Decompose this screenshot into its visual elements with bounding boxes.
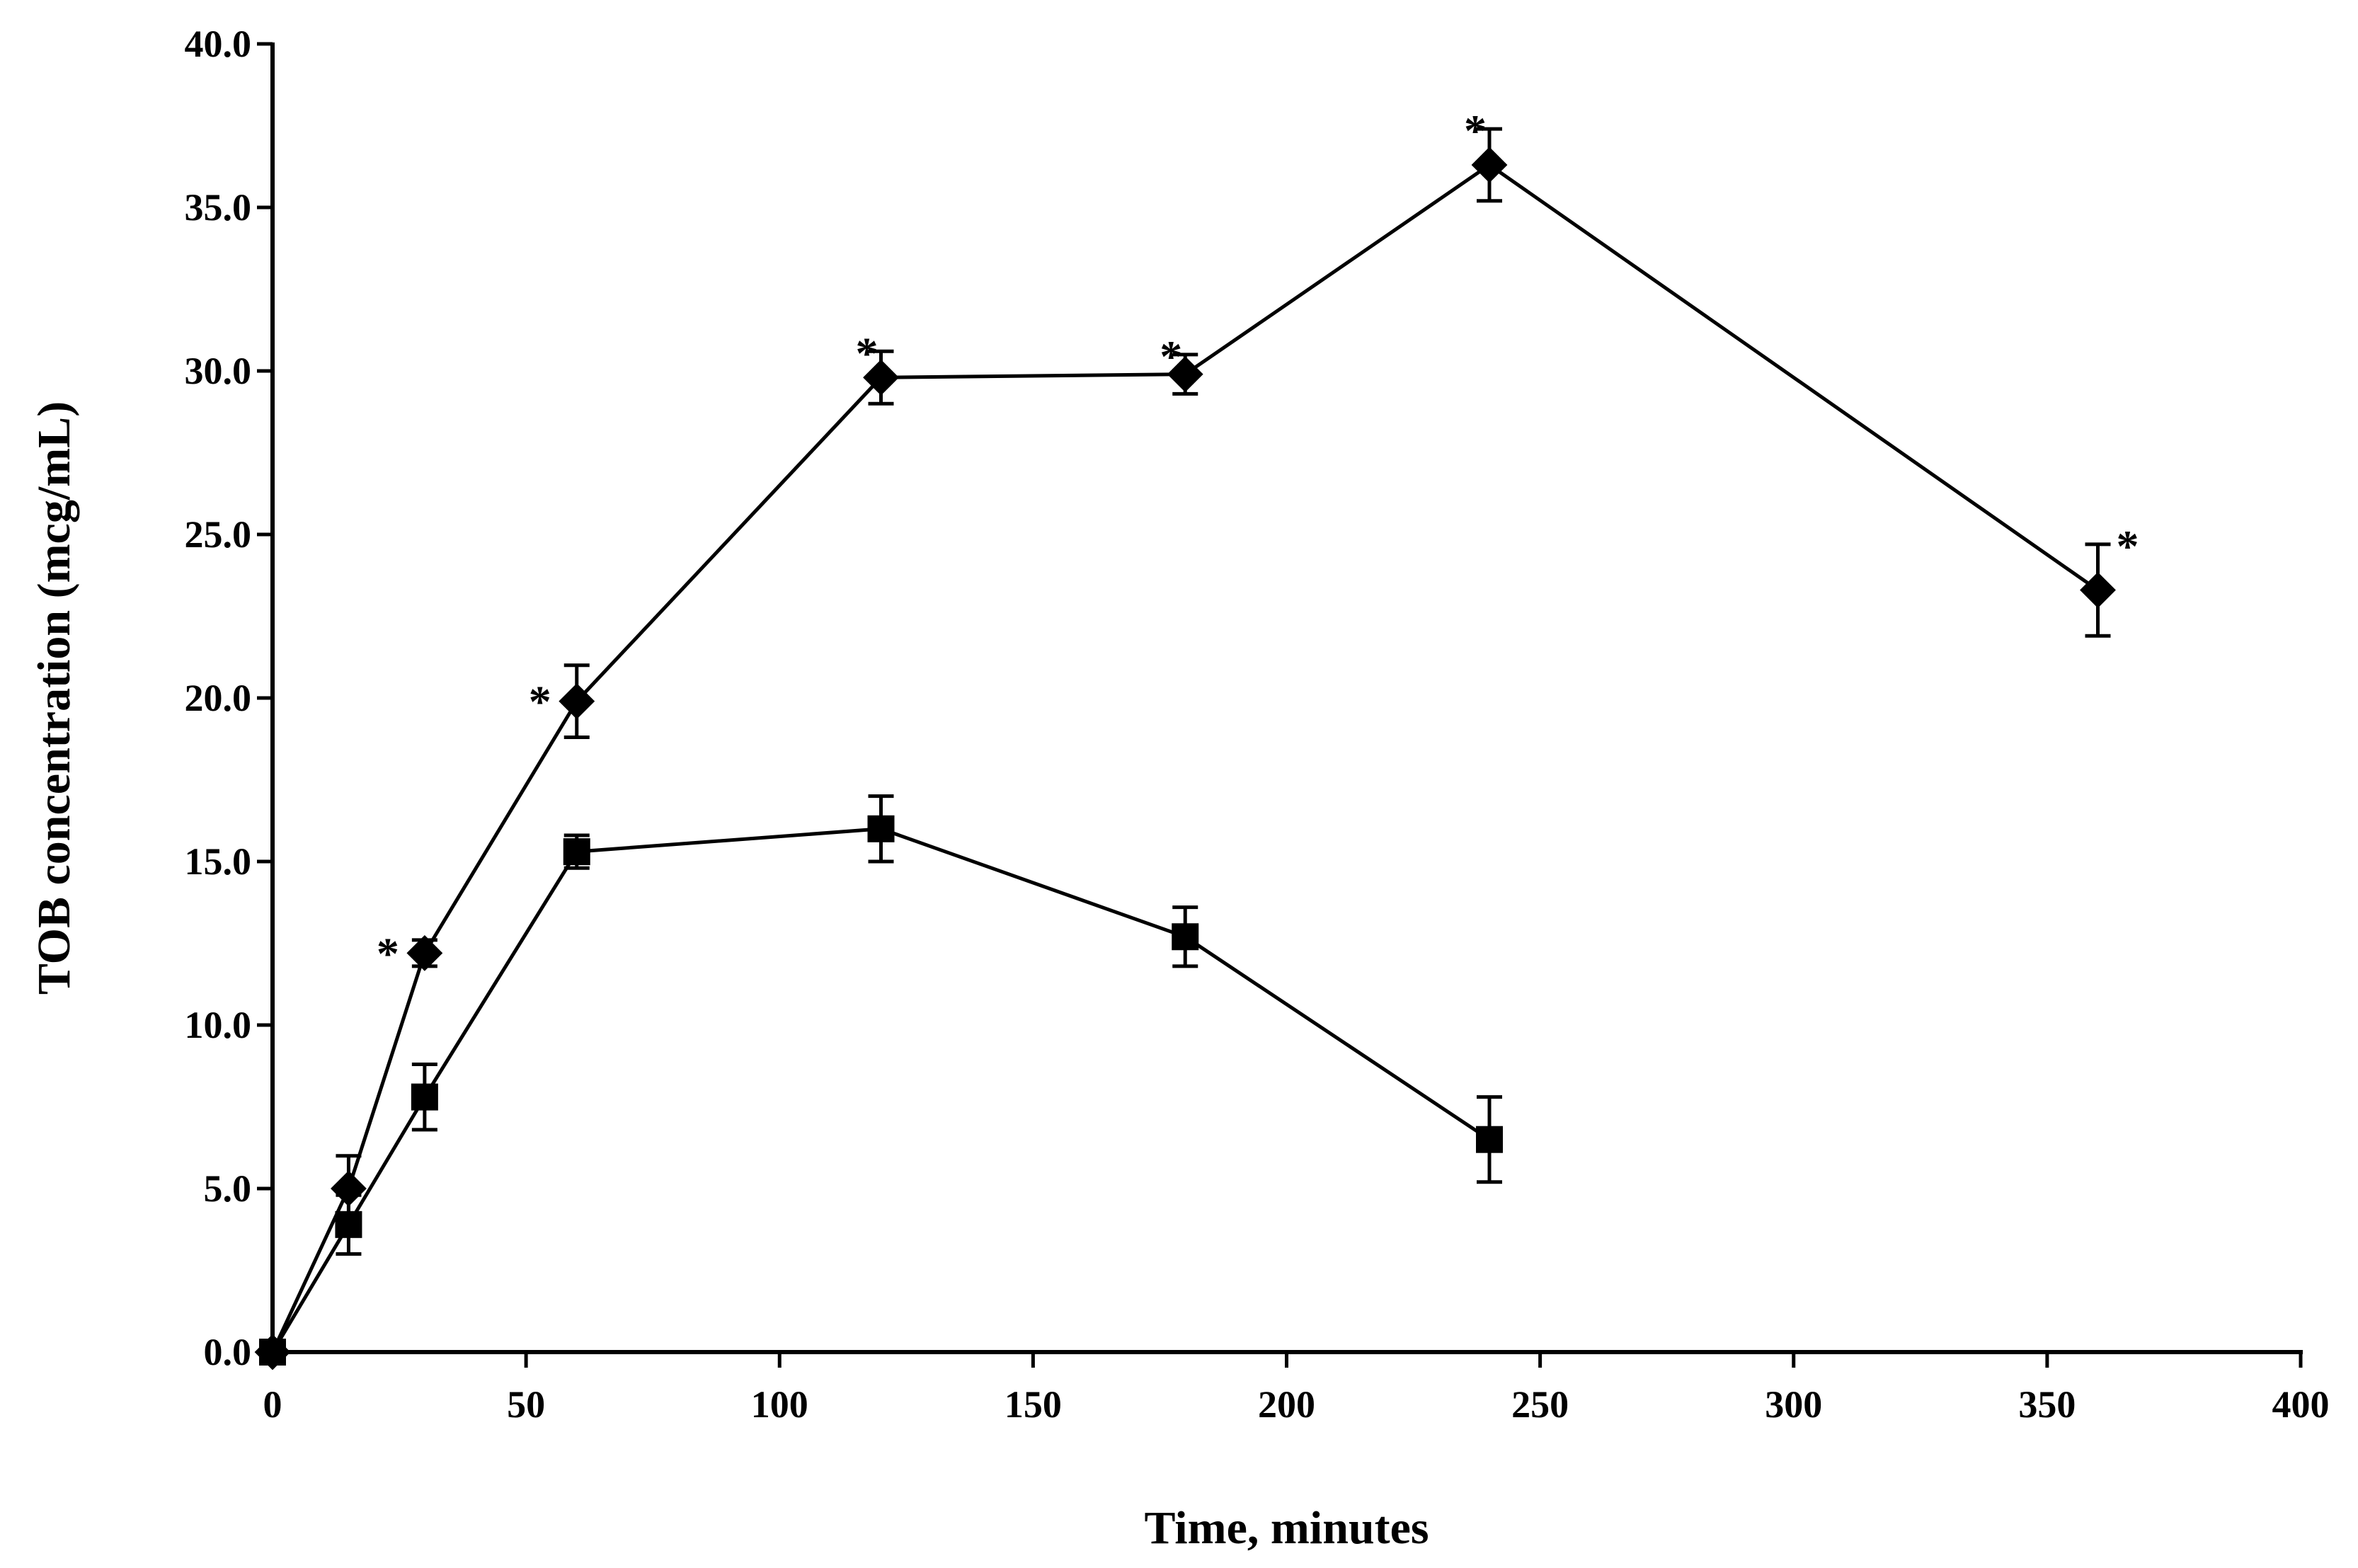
data-point-diamond bbox=[1167, 356, 1203, 393]
data-point-diamond bbox=[406, 934, 443, 971]
series-line bbox=[270, 163, 2099, 1354]
data-point-diamond bbox=[1471, 147, 1508, 183]
x-tick-label: 100 bbox=[751, 1383, 808, 1426]
x-axis-title: Time, minutes bbox=[1144, 1502, 1429, 1554]
x-tick-label: 250 bbox=[1511, 1383, 1569, 1426]
x-tick-label: 400 bbox=[2272, 1383, 2330, 1426]
y-tick-label: 30.0 bbox=[185, 350, 252, 392]
data-point-square bbox=[411, 1083, 438, 1111]
y-axis-title: TOB concentration (mcg/mL) bbox=[28, 401, 80, 995]
series-layer: * * * * * * bbox=[254, 105, 2139, 1370]
y-tick-label: 20.0 bbox=[185, 677, 252, 719]
significance-star: * bbox=[856, 328, 878, 378]
significance-star: * bbox=[529, 677, 551, 727]
series-diamond: * * * * * * bbox=[254, 105, 2139, 1370]
x-tick-label: 350 bbox=[2018, 1383, 2076, 1426]
data-point-diamond bbox=[559, 683, 595, 720]
x-tick-label: 200 bbox=[1258, 1383, 1315, 1426]
x-tick-label: 300 bbox=[1765, 1383, 1822, 1426]
y-tick-label: 10.0 bbox=[185, 1004, 252, 1046]
data-point-square bbox=[867, 815, 895, 842]
y-tick-label: 5.0 bbox=[204, 1167, 252, 1210]
data-point-diamond bbox=[2080, 572, 2116, 608]
series-square bbox=[259, 794, 1503, 1366]
data-point-square bbox=[335, 1211, 362, 1238]
y-tick-label: 0.0 bbox=[204, 1331, 252, 1373]
x-tick-label: 150 bbox=[1005, 1383, 1062, 1426]
series-line bbox=[270, 827, 1491, 1354]
data-point-square bbox=[1172, 923, 1199, 951]
data-point-square bbox=[1476, 1126, 1503, 1153]
significance-star: * bbox=[1160, 331, 1182, 382]
y-tick-label: 35.0 bbox=[185, 186, 252, 229]
x-tick-label: 50 bbox=[507, 1383, 545, 1426]
data-point-square bbox=[563, 838, 590, 866]
data-point-square bbox=[259, 1339, 286, 1366]
axes: 0.0 5.0 10.0 15.0 20.0 25.0 30.0 35.0 40.0 0 50 100… bbox=[185, 23, 2330, 1426]
y-tick-label: 40.0 bbox=[185, 23, 252, 65]
significance-star: * bbox=[2117, 521, 2139, 571]
y-tick-label: 25.0 bbox=[185, 513, 252, 556]
x-tick-label: 0 bbox=[263, 1383, 282, 1426]
significance-star: * bbox=[377, 928, 399, 978]
y-tick-label: 15.0 bbox=[185, 840, 252, 883]
significance-star: * bbox=[1464, 105, 1487, 156]
data-point-diamond bbox=[863, 359, 899, 396]
